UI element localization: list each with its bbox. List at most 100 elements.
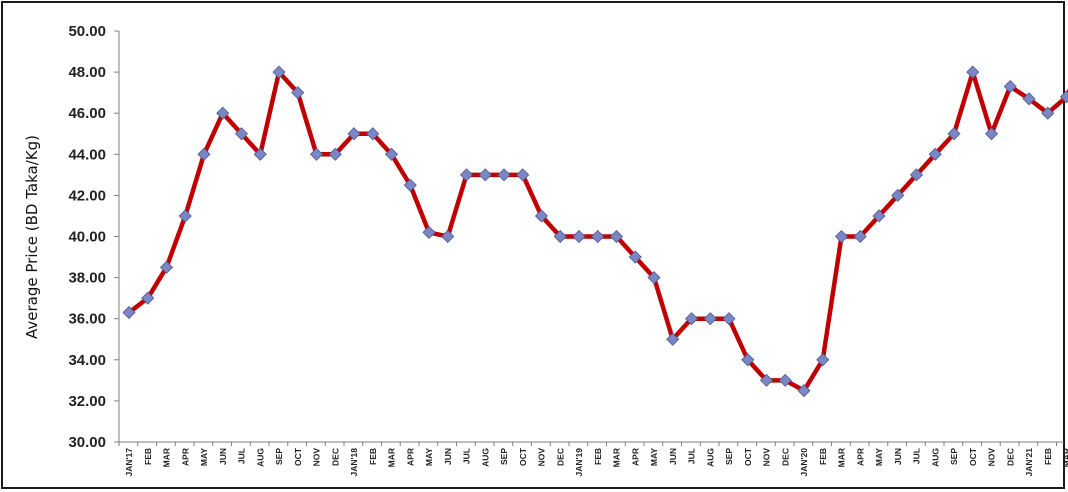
x-tick-label: MAY: [649, 448, 659, 466]
x-tick-label: APR: [180, 448, 190, 466]
data-point: [909, 168, 924, 182]
x-tick-label: NOV: [537, 448, 547, 467]
data-point: [984, 127, 999, 141]
y-axis-label: Average Price (BD Taka/Kg): [23, 135, 41, 339]
data-point: [384, 147, 399, 161]
x-tick-label: JUL: [687, 448, 697, 464]
x-tick-label: MAY: [199, 448, 209, 466]
x-tick-label: AUG: [255, 448, 265, 467]
x-tick-label: MAR: [1062, 448, 1068, 467]
x-tick-label: FEB: [593, 448, 603, 465]
y-axis: 30.00 32.00 34.00 36.00 38.00 40.00 42.00 44.00…: [68, 23, 120, 451]
x-tick-label: JUL: [462, 448, 472, 464]
x-tick-label: NOV: [762, 448, 772, 467]
data-point: [1003, 79, 1017, 94]
data-point: [759, 373, 774, 387]
y-tick-label: 36.00: [68, 311, 106, 328]
x-tick-label: JUL: [237, 448, 247, 464]
data-point: [253, 147, 267, 161]
data-point: [516, 168, 530, 182]
x-tick-label: JAN'20: [799, 448, 809, 477]
x-tick-label: JAN'19: [574, 448, 584, 477]
data-point: [366, 127, 380, 141]
x-tick-label: FEB: [368, 448, 378, 465]
x-tick-label: JUN: [668, 448, 678, 465]
x-tick-label: MAR: [837, 448, 847, 467]
x-tick-label: APR: [855, 448, 865, 466]
x-tick-label: AUG: [930, 448, 940, 467]
y-tick-label: 42.00: [68, 187, 106, 204]
data-point: [272, 65, 286, 79]
data-point: [216, 106, 230, 120]
data-point: [497, 168, 511, 182]
y-tick-label: 30.00: [68, 434, 106, 451]
data-point: [347, 127, 361, 141]
x-tick-label: JAN'17: [124, 448, 134, 477]
x-tick-label: JAN'21: [1024, 448, 1034, 477]
data-point: [159, 260, 174, 274]
data-point: [853, 229, 867, 244]
data-point: [722, 312, 736, 326]
data-point: [459, 168, 474, 182]
y-tick-label: 38.00: [68, 270, 106, 287]
x-tick-label: DEC: [330, 448, 340, 466]
x-tick-label: FEB: [818, 448, 828, 465]
data-point: [141, 291, 155, 305]
data-point: [441, 229, 455, 244]
data-point: [234, 127, 249, 141]
x-tick-label: OCT: [293, 447, 303, 466]
y-tick-label: 32.00: [68, 393, 106, 410]
data-point: [947, 127, 961, 141]
data-point: [309, 147, 324, 161]
data-point: [628, 250, 642, 264]
data-point: [478, 168, 492, 182]
data-point: [1041, 106, 1055, 120]
y-tick-label: 34.00: [68, 352, 106, 369]
data-point: [328, 147, 342, 161]
data-point: [591, 229, 605, 244]
x-tick-label: MAY: [874, 448, 884, 466]
x-tick-label: AUG: [705, 448, 715, 467]
x-tick-label: SEP: [274, 448, 284, 465]
y-tick-label: 50.00: [68, 23, 106, 40]
data-point: [572, 229, 586, 244]
x-tick-label: DEC: [555, 448, 565, 466]
data-point: [1059, 90, 1068, 104]
data-point: [928, 147, 942, 161]
x-tick-label: FEB: [1043, 448, 1053, 465]
x-tick-label: MAR: [612, 448, 622, 467]
series-line: [126, 69, 1068, 393]
data-point: [891, 188, 905, 202]
data-point: [966, 65, 980, 79]
x-tick-label: FEB: [143, 448, 153, 465]
plot-area: [122, 65, 1068, 398]
x-tick-label: APR: [630, 448, 640, 466]
data-point: [666, 332, 680, 346]
x-tick-label: NOV: [312, 448, 322, 467]
x-axis: JAN'17 FEB MAR APR MAY JUN JUL AUG SEP OCT NOV DEC J…: [118, 441, 1068, 477]
x-tick-label: SEP: [499, 448, 509, 465]
data-point: [609, 229, 624, 244]
y-tick-label: 44.00: [68, 146, 106, 163]
x-tick-label: APR: [405, 448, 415, 466]
x-tick-label: MAY: [424, 448, 434, 466]
x-tick-label: SEP: [949, 448, 959, 465]
data-point: [703, 312, 717, 326]
x-tick-label: MAR: [162, 448, 172, 467]
x-tick-label: OCT: [518, 447, 528, 466]
x-tick-label: JUN: [893, 448, 903, 465]
x-tick-label: DEC: [1005, 448, 1015, 466]
data-point: [178, 209, 192, 223]
data-point: [197, 147, 211, 161]
x-tick-label: DEC: [780, 448, 790, 466]
x-tick-label: SEP: [724, 448, 734, 465]
x-tick-label: OCT: [968, 447, 978, 466]
x-tick-label: NOV: [987, 448, 997, 467]
x-tick-label: MAR: [387, 448, 397, 467]
y-tick-label: 46.00: [68, 105, 106, 122]
data-point: [797, 384, 811, 398]
data-point: [403, 178, 417, 192]
data-point: [291, 86, 305, 100]
data-point: [122, 305, 136, 320]
